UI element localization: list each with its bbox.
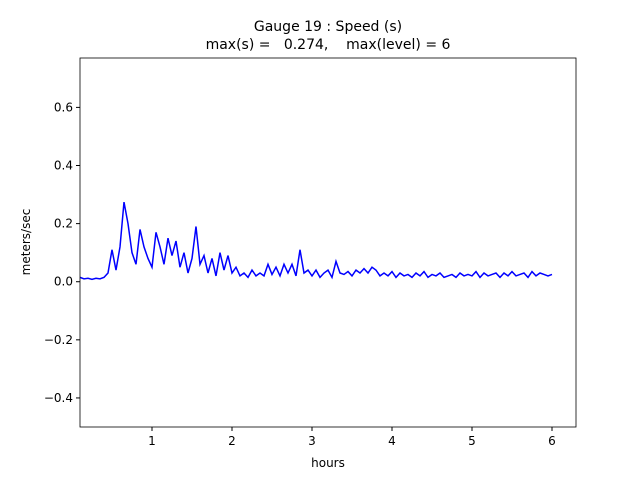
x-tick-label: 6 bbox=[548, 434, 556, 448]
plot-frame bbox=[79, 57, 577, 428]
x-tick-label: 5 bbox=[468, 434, 476, 448]
y-tick-label: 0.4 bbox=[54, 159, 73, 173]
x-tick-label: 3 bbox=[308, 434, 316, 448]
chart-title: Gauge 19 : Speed (s) bbox=[254, 19, 402, 35]
x-tick-label: 4 bbox=[388, 434, 396, 448]
x-tick-label: 2 bbox=[228, 434, 236, 448]
y-tick-label: 0.6 bbox=[54, 100, 73, 114]
y-tick-label: −0.2 bbox=[44, 333, 73, 347]
x-tick-label: 1 bbox=[148, 434, 156, 448]
x-axis-label: hours bbox=[311, 456, 345, 470]
y-tick-label: 0.2 bbox=[54, 217, 73, 231]
data-line bbox=[79, 201, 553, 281]
chart-subtitle: max(s) = 0.274, max(level) = 6 bbox=[206, 37, 451, 53]
y-axis-label: meters/sec bbox=[19, 209, 33, 276]
y-tick-label: −0.4 bbox=[44, 391, 73, 405]
y-tick-label: 0.0 bbox=[54, 275, 73, 289]
